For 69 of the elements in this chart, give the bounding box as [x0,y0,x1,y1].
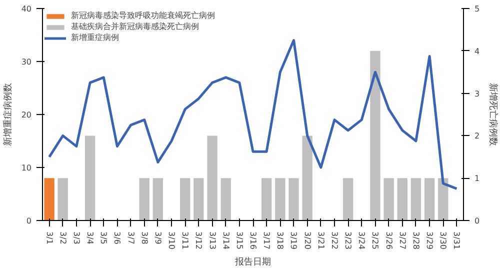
y2-tick-label: 1 [474,174,480,184]
x-tick-label: 3/4 [86,232,95,244]
y-axis-title: 新增重症病例数 [2,83,14,146]
y-tick-label: 10 [21,164,32,172]
y2-axis-title: 新增死亡病例数 [488,83,499,146]
y-tick-label: 0 [26,216,32,226]
y-tick-label: 40 [21,4,32,14]
bar [152,178,164,220]
x-tick-label: 3/26 [384,232,394,250]
y2-tick-label: 2 [474,132,480,141]
x-tick-label: 3/9 [153,232,162,244]
x-tick-label: 3/6 [112,232,122,244]
bar [139,178,150,220]
bar [410,178,422,220]
bar [275,178,286,220]
x-tick-label: 3/12 [194,232,204,250]
x-tick-label: 3/3 [72,232,81,244]
bar [84,136,96,220]
x-axis-title: 报告日期 [234,256,271,268]
x-tick-label: 3/30 [438,232,448,250]
x-tick-label: 3/19 [289,232,298,250]
x-tick-label: 3/7 [126,232,136,244]
bar [44,178,54,220]
bar [397,178,408,220]
x-tick-label: 3/1 [44,232,54,244]
bar [261,178,272,220]
bar [58,178,68,220]
x-tick-label: 3/10 [167,232,176,250]
x-tick-label: 3/25 [370,232,380,250]
line-series [48,39,458,190]
bar [207,136,218,220]
x-tick-label: 3/17 [262,232,272,250]
x-tick-label: 3/23 [344,232,353,250]
y2-tick-label: 0 [474,216,480,226]
y2-tick-label: 5 [474,4,480,14]
x-tick-label: 3/29 [425,232,434,250]
bar [438,178,448,220]
x-tick-label: 3/2 [58,232,68,244]
legend-label: 基础疾病合并新冠病毒感染死亡病例 [71,21,199,32]
y-tick-label: 30 [21,58,32,66]
x-tick-label: 3/16 [248,232,258,250]
x-tick-label: 3/11 [180,232,190,250]
x-tick-label: 3/5 [99,232,108,244]
x-tick-label: 3/8 [140,232,149,244]
x-tick-label: 3/14 [221,232,230,250]
legend-label: 新冠病毒感染导致呼吸功能衰竭死亡病例 [71,10,215,21]
x-tick-label: 3/18 [276,232,285,250]
bar [342,178,354,220]
y2-tick-label: 4 [474,46,480,56]
bar [302,136,312,220]
bar [370,50,380,220]
x-tick-label: 3/24 [357,232,366,250]
bar [288,178,299,220]
x-tick-label: 3/15 [234,232,244,250]
x-tick-label: 3/22 [330,232,339,250]
x-tick-label: 3/31 [452,232,462,250]
bar [194,178,204,220]
bar [180,178,190,220]
y2-tick-label: 3 [474,89,480,98]
legend-label: 新增重症病例 [71,32,119,43]
x-tick-label: 3/28 [411,232,420,250]
x-tick-label: 3/20 [302,232,312,250]
x-tick-label: 3/21 [316,232,326,250]
bar [424,178,435,220]
x-tick-label: 3/13 [208,232,217,250]
bar [384,178,394,220]
x-tick-label: 3/27 [398,232,407,250]
y-tick-label: 20 [21,110,32,120]
bar [220,178,231,220]
